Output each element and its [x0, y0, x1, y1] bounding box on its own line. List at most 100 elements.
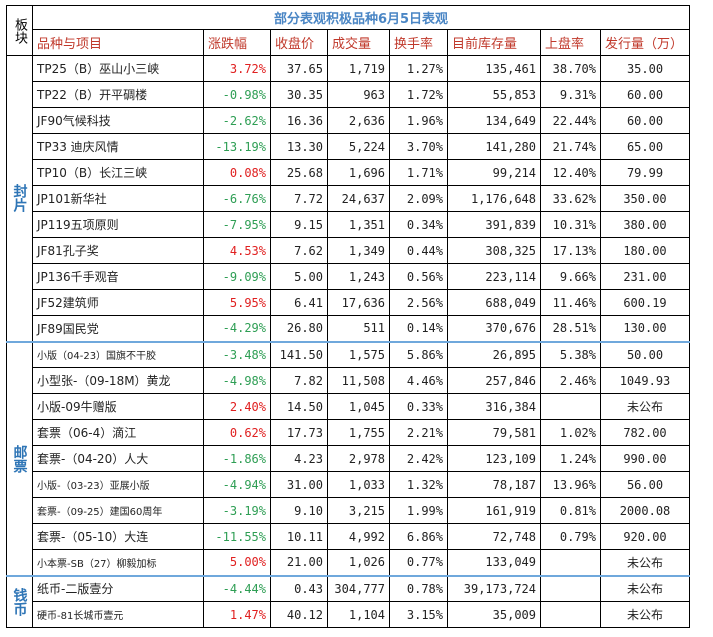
stock-cell: 223,114	[447, 263, 541, 290]
board-header: 板块	[6, 5, 33, 56]
close-cell: 4.23	[270, 445, 328, 472]
issue-cell: 231.00	[600, 263, 690, 290]
change-cell: -0.98%	[203, 81, 271, 108]
item-name: JP136千手观音	[32, 263, 204, 290]
volume-cell: 1,351	[327, 211, 390, 238]
item-name: 硬币-81长城币壹元	[32, 601, 204, 628]
table-row: 套票-（05-10）大连 -11.55% 10.11 4,992 6.86% 72,748…	[7, 523, 690, 550]
stock-cell: 99,214	[447, 159, 541, 186]
close-cell: 9.10	[270, 497, 328, 524]
volume-cell: 1,696	[327, 159, 390, 186]
issue-cell: 600.19	[600, 289, 690, 316]
listing-cell: 11.46%	[540, 289, 601, 316]
table-row: JF52建筑师 5.95% 6.41 17,636 2.56% 688,049 11.46%…	[7, 289, 690, 316]
stock-cell: 55,853	[447, 81, 541, 108]
close-cell: 5.00	[270, 263, 328, 290]
listing-cell	[540, 601, 601, 628]
item-name: JF90气候科技	[32, 107, 204, 134]
stock-cell: 141,280	[447, 133, 541, 160]
issue-cell: 未公布	[600, 574, 690, 602]
stock-cell: 370,676	[447, 315, 541, 342]
table-row: 小版-（03-23）亚展小版 -4.94% 31.00 1,033 1.32% 78,18…	[7, 471, 690, 498]
stock-cell: 308,325	[447, 237, 541, 264]
turnover-cell: 1.99%	[389, 497, 448, 524]
volume-cell: 511	[327, 315, 390, 342]
issue-cell: 60.00	[600, 81, 690, 108]
volume-cell: 4,992	[327, 523, 390, 550]
table-row: 封片 TP25（B）巫山小三峡 3.72% 37.65 1,719 1.27% 135,46…	[6, 55, 690, 342]
table-row: 套票-（09-25）建国60周年 -3.19% 9.10 3,215 1.99% 161,…	[7, 497, 690, 524]
turnover-cell: 1.71%	[389, 159, 448, 186]
item-name: JF81孔子奖	[32, 237, 204, 264]
col-header-close: 收盘价	[270, 29, 328, 56]
issue-cell: 990.00	[600, 445, 690, 472]
col-header-name: 品种与项目	[32, 29, 204, 56]
close-cell: 10.11	[270, 523, 328, 550]
close-cell: 26.80	[270, 315, 328, 342]
volume-cell: 1,026	[327, 549, 390, 576]
table-row: JP119五项原则 -7.95% 9.15 1,351 0.34% 391,839 10.3…	[7, 211, 690, 238]
close-cell: 7.62	[270, 237, 328, 264]
close-cell: 40.12	[270, 601, 328, 628]
table-row: 硬币-81长城币壹元 1.47% 40.12 1,104 3.15% 35,009 未公布	[7, 601, 690, 628]
item-name: TP22（B）开平碉楼	[32, 81, 204, 108]
table-row: JF89国民党 -4.29% 26.80 511 0.14% 370,676 28.51% 1…	[7, 315, 690, 342]
listing-cell: 9.66%	[540, 263, 601, 290]
close-cell: 13.30	[270, 133, 328, 160]
turnover-cell: 2.42%	[389, 445, 448, 472]
change-cell: 2.40%	[203, 393, 271, 420]
close-cell: 14.50	[270, 393, 328, 420]
table-row: 小版-09牛赠版 2.40% 14.50 1,045 0.33% 316,384 未公布	[7, 393, 690, 420]
issue-cell: 920.00	[600, 523, 690, 550]
item-name: 小版-09牛赠版	[32, 393, 204, 420]
col-header-change: 涨跌幅	[203, 29, 271, 56]
close-cell: 7.82	[270, 367, 328, 394]
volume-cell: 963	[327, 81, 390, 108]
table-row: TP22（B）开平碉楼 -0.98% 30.35 963 1.72% 55,853 9.31…	[7, 81, 690, 108]
close-cell: 31.00	[270, 471, 328, 498]
turnover-cell: 1.96%	[389, 107, 448, 134]
listing-cell: 12.40%	[540, 159, 601, 186]
issue-cell: 65.00	[600, 133, 690, 160]
turnover-cell: 0.44%	[389, 237, 448, 264]
issue-cell: 380.00	[600, 211, 690, 238]
col-header-stock: 目前库存量	[447, 29, 541, 56]
sector-label: 封片	[6, 55, 33, 342]
issue-cell: 180.00	[600, 237, 690, 264]
table-row: TP10（B）长江三峡 0.08% 25.68 1,696 1.71% 99,214 12.…	[7, 159, 690, 186]
item-name: 小版-（03-23）亚展小版	[32, 471, 204, 498]
item-name: 小本票-SB（27）柳毅加标	[32, 549, 204, 576]
issue-cell: 782.00	[600, 419, 690, 446]
stock-cell: 72,748	[447, 523, 541, 550]
change-cell: 1.47%	[203, 601, 271, 628]
listing-cell: 22.44%	[540, 107, 601, 134]
stock-cell: 134,649	[447, 107, 541, 134]
change-cell: -13.19%	[203, 133, 271, 160]
issue-cell: 130.00	[600, 315, 690, 342]
issue-cell: 35.00	[600, 55, 690, 82]
listing-cell: 0.81%	[540, 497, 601, 524]
close-cell: 6.41	[270, 289, 328, 316]
item-name: 小型张-（09-18M）黄龙	[32, 367, 204, 394]
item-name: JP101新华社	[32, 185, 204, 212]
item-name: 套票-（09-25）建国60周年	[32, 497, 204, 524]
volume-cell: 2,978	[327, 445, 390, 472]
issue-cell: 60.00	[600, 107, 690, 134]
close-cell: 30.35	[270, 81, 328, 108]
volume-cell: 1,033	[327, 471, 390, 498]
table-row: 钱币 纸币-二版壹分 -4.44% 0.43 304,777 0.78% 39,173,72…	[6, 574, 690, 628]
volume-cell: 3,215	[327, 497, 390, 524]
col-header-volume: 成交量	[327, 29, 390, 56]
turnover-cell: 0.14%	[389, 315, 448, 342]
change-cell: -11.55%	[203, 523, 271, 550]
issue-cell: 350.00	[600, 185, 690, 212]
change-cell: -4.44%	[203, 574, 271, 602]
listing-cell	[540, 549, 601, 576]
listing-cell	[540, 574, 601, 602]
change-cell: 0.08%	[203, 159, 271, 186]
turnover-cell: 3.15%	[389, 601, 448, 628]
volume-cell: 1,045	[327, 393, 390, 420]
item-name: 套票-（04-20）人大	[32, 445, 204, 472]
volume-cell: 1,719	[327, 55, 390, 82]
volume-cell: 1,349	[327, 237, 390, 264]
